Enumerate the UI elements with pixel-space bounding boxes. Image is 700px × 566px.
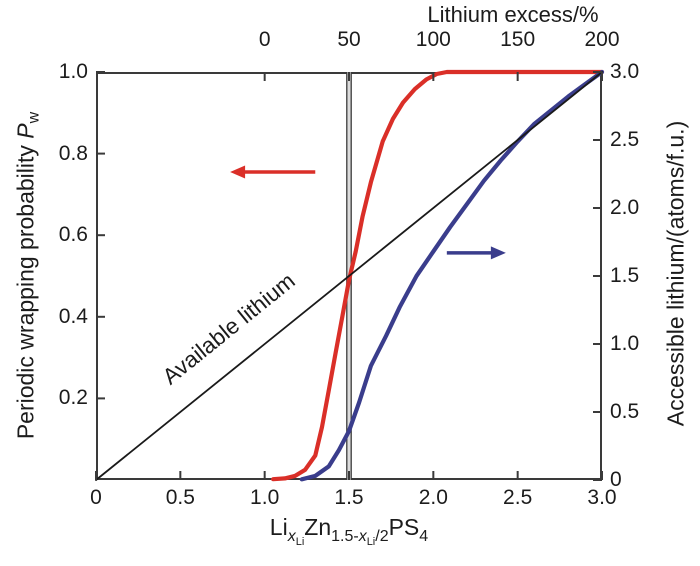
formula-ps: PS [388, 514, 420, 540]
x-tick-label: 3.0 [587, 486, 617, 509]
x-tick-label: 0.5 [165, 486, 195, 509]
top-tick-label: 50 [337, 28, 361, 51]
x-tick-label: 1.5 [334, 486, 364, 509]
left-tick-label: 0.8 [58, 141, 88, 165]
right-tick-label: 0.5 [610, 400, 640, 423]
formula-four: 4 [419, 528, 429, 545]
top-tick-label: 200 [584, 28, 620, 51]
available-lithium-line [95, 71, 603, 481]
x-tick-label: 1.0 [250, 486, 280, 509]
top-tick-label: 0 [258, 28, 271, 51]
top-tick-label: 150 [500, 28, 536, 51]
left-axis-title: Periodic wrapping probability Pw [13, 90, 44, 462]
left-axis-title-text: Periodic wrapping probability [12, 138, 39, 440]
formula-li: Li [269, 514, 288, 540]
plot-canvas [95, 69, 605, 482]
right-tick-label: 3.0 [610, 60, 640, 83]
x-tick-label: 2.5 [503, 486, 533, 509]
right-tick-label: 2.5 [610, 128, 640, 151]
right-tick-label: 0 [610, 468, 622, 491]
top-tick-label: 100 [415, 28, 451, 51]
top-axis-title: Lithium excess/% [427, 2, 599, 27]
accessible-lithium [299, 69, 605, 482]
left-axis-title-symbol: P [12, 123, 39, 139]
left-axis-title-subscript: w [25, 111, 43, 124]
right-tick-label: 1.5 [610, 264, 640, 287]
x-tick-label: 0 [90, 486, 102, 509]
left-tick-label: 1.0 [58, 60, 88, 83]
left-tick-label: 0.4 [58, 304, 88, 328]
periodic-wrapping-probability [271, 69, 605, 482]
left-tick-label: 0.2 [58, 386, 88, 410]
right-axis-title: Accessible lithium/(atoms/f.u.) [662, 120, 689, 427]
formula-mid: 1.5- [331, 528, 359, 545]
right-tick-label: 1.0 [610, 332, 640, 355]
right-tick-label: 2.0 [610, 196, 640, 219]
formula-x2: x [358, 528, 367, 545]
formula-x1-sub: Li [295, 536, 305, 548]
formula-x2-sub: Li [366, 536, 376, 548]
left-tick-label: 0.6 [58, 223, 88, 247]
x-tick-label: 2.0 [418, 486, 448, 509]
blue-right-arrow-head [490, 246, 506, 260]
formula-x1: x [287, 528, 296, 545]
formula-slash2: /2 [375, 528, 389, 545]
bottom-axis-formula: LixLiZn1.5-xLi/2PS4 [96, 514, 602, 548]
red-left-arrow-head [230, 165, 246, 179]
formula-zn: Zn [304, 514, 332, 540]
